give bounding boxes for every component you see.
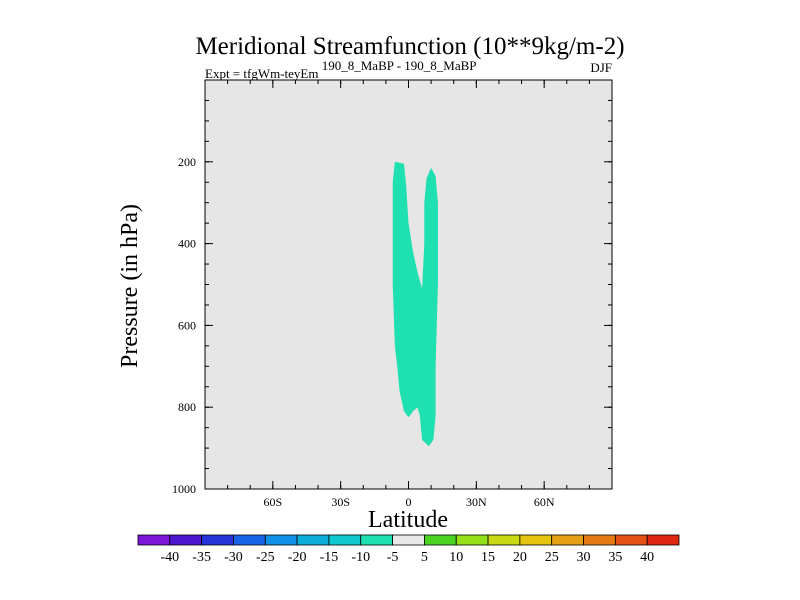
expt-label: Expt = tfgWm-teyEm 190_8_MaBP - 190_8_Ma… [205, 58, 477, 81]
contour-region-0 [392, 161, 438, 447]
y-tick-label: 800 [178, 400, 196, 414]
axis-ticks: 60S 30S 0 30N 60N 200 400 600 800 1000 [172, 80, 612, 509]
x-tick-label: 30N [466, 495, 487, 509]
x-tick-label: 60N [534, 495, 555, 509]
colorbar-box [455, 534, 489, 546]
colorbar-tick-label: 30 [577, 550, 591, 565]
x-tick-label: 0 [406, 495, 412, 509]
y-tick-label: 600 [178, 318, 196, 332]
season-label: DJF [590, 60, 612, 75]
colorbar-box [201, 534, 234, 546]
colorbar-box [487, 534, 521, 546]
x-axis-label: Latitude [368, 507, 448, 533]
y-axis-label: Pressure (in hPa) [117, 204, 143, 368]
colorbar-tick-label: 40 [640, 550, 654, 565]
colorbar-box [551, 534, 584, 546]
colorbar-box [233, 534, 266, 546]
colorbar-tick-label: -10 [351, 550, 370, 565]
colorbar-box [646, 534, 680, 546]
contour-regions [392, 161, 438, 447]
colorbar-tick-label: 20 [513, 550, 527, 565]
colorbar-tick-label: 5 [421, 550, 428, 565]
colorbar-tick-label: -20 [288, 550, 307, 565]
chart-title: Meridional Streamfunction (10**9kg/m-2) [195, 33, 624, 60]
x-tick-label: 60S [263, 495, 282, 509]
colorbar-tick-label: -5 [387, 550, 399, 565]
expt-label-prefix: Expt = tfgWm-teyEm [205, 66, 318, 81]
y-tick-label: 1000 [172, 482, 196, 496]
colorbar-tick-label: -25 [256, 550, 275, 565]
colorbar-tick-label: -40 [160, 550, 179, 565]
colorbar-box [137, 534, 171, 546]
colorbar-tick-label: -15 [320, 550, 339, 565]
x-tick-label: 30S [331, 495, 350, 509]
colorbar-box [424, 534, 457, 546]
colorbar-tick-label: 35 [608, 550, 622, 565]
colorbar-box [264, 534, 298, 546]
colorbar-tick-label: 10 [449, 550, 463, 565]
colorbar-tick-label: -35 [192, 550, 211, 565]
expt-label-sup: 190_8_MaBP - 190_8_MaBP [322, 58, 477, 73]
colorbar-tick-label: 15 [481, 550, 495, 565]
colorbar-box [583, 534, 616, 546]
colorbar-box [360, 534, 393, 546]
colorbar-box [328, 534, 362, 546]
colorbar-box [614, 534, 648, 546]
colorbar-tick-label: -30 [224, 550, 243, 565]
colorbar-box [296, 534, 330, 546]
y-tick-label: 200 [178, 155, 196, 169]
colorbar-box [519, 534, 553, 546]
y-tick-label: 400 [178, 237, 196, 251]
colorbar-tick-label: 25 [545, 550, 559, 565]
plot-area: 60S 30S 0 30N 60N 200 400 600 800 1000 [172, 79, 613, 509]
colorbar-box [169, 534, 203, 546]
colorbar: -40 -35 -30 -25 -20 -15 -10 -5 5 10 15 20 25 30 35 40 [137, 534, 680, 565]
colorbar-box [392, 534, 425, 546]
